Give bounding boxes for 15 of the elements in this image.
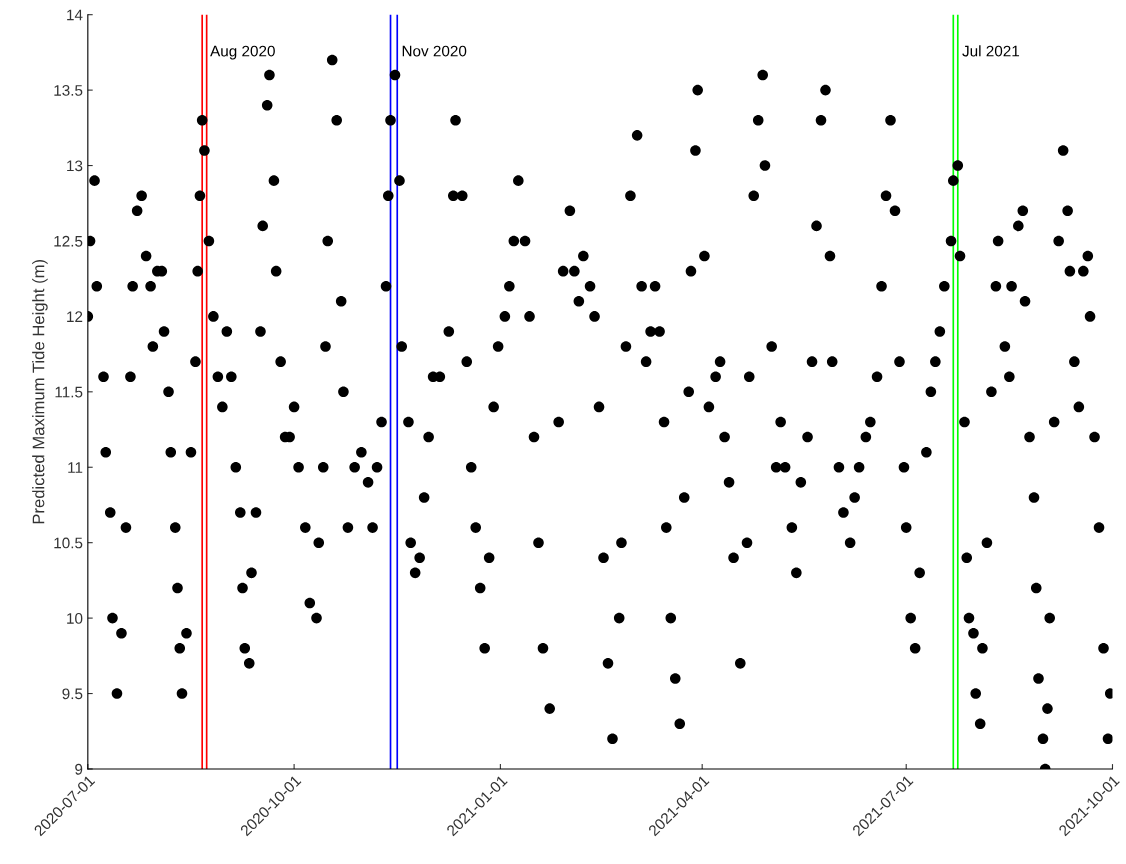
ref-line-label: Jul 2021 [962, 45, 1020, 57]
y-tick-label: 9.5 [62, 688, 83, 700]
y-tick-label: 9 [75, 763, 83, 775]
y-axis-title: Predicted Maximum Tide Height (m) [32, 259, 48, 524]
y-tick-label: 10 [67, 612, 83, 624]
y-tick-label: 11.5 [55, 386, 83, 398]
y-tick-label: 10.5 [54, 537, 83, 549]
y-tick-label: 13 [67, 160, 83, 172]
ref-line-label: Aug 2020 [210, 45, 275, 60]
ref-line-label: Nov 2020 [402, 45, 467, 57]
y-tick-label: 12.5 [54, 235, 83, 247]
y-tick-label: 11 [68, 462, 83, 473]
y-tick-label: 14 [67, 9, 83, 21]
y-tick-label: 13.5 [54, 84, 83, 96]
y-tick-label: 12 [67, 311, 83, 322]
